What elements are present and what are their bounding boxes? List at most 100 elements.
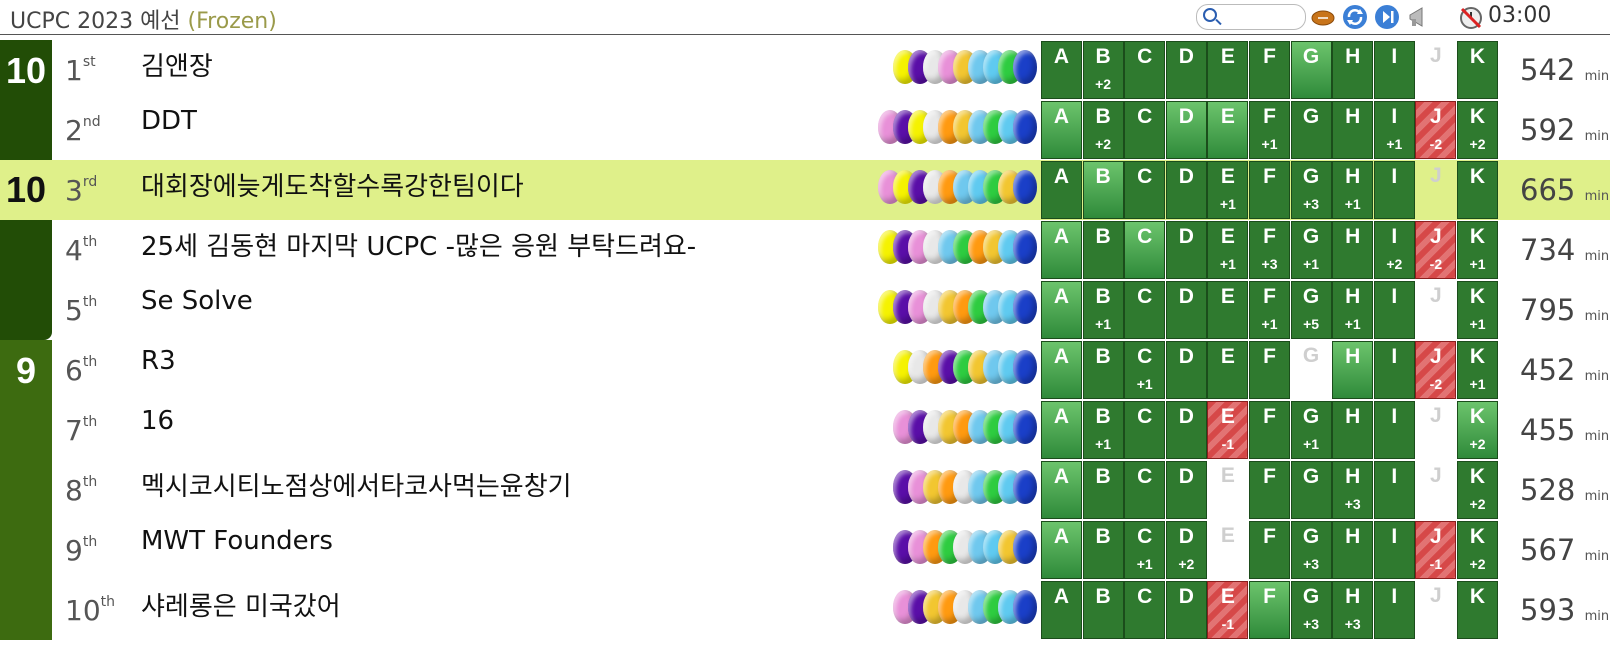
problem-cell[interactable]: H <box>1332 221 1374 279</box>
problem-cell[interactable]: E <box>1207 101 1249 159</box>
problem-cell[interactable]: G +3 <box>1290 161 1332 219</box>
problem-cell[interactable]: D <box>1165 101 1207 159</box>
problem-cell[interactable]: H +1 <box>1332 161 1374 219</box>
problem-cell[interactable]: J <box>1415 41 1456 99</box>
problem-cell[interactable]: E <box>1207 41 1249 99</box>
problem-cell[interactable]: C +1 <box>1124 341 1166 399</box>
problem-cell[interactable]: D <box>1165 341 1207 399</box>
problem-cell[interactable]: G +5 <box>1290 281 1332 339</box>
problem-cell[interactable]: J -1 <box>1415 521 1457 579</box>
problem-cell[interactable]: J -2 <box>1415 341 1457 399</box>
problem-cell[interactable]: F <box>1249 341 1290 399</box>
problem-cell[interactable]: E +1 <box>1207 161 1249 219</box>
problem-cell[interactable]: K +2 <box>1457 521 1498 579</box>
megaphone-icon[interactable] <box>1406 4 1432 30</box>
problem-cell[interactable]: F <box>1249 161 1290 219</box>
problem-cell[interactable]: I <box>1373 161 1415 219</box>
problem-cell[interactable]: K +2 <box>1457 101 1498 159</box>
problem-cell[interactable]: E -1 <box>1207 401 1249 459</box>
team-row[interactable]: 9th MWT Founders A B C +1 D +2 E F G +3 H I J -1 K +2 567 … <box>0 520 1610 580</box>
problem-cell[interactable]: I +2 <box>1373 221 1415 279</box>
problem-cell[interactable]: B +2 <box>1082 41 1124 99</box>
problem-cell[interactable]: B <box>1082 521 1124 579</box>
problem-cell[interactable]: B <box>1082 581 1124 639</box>
problem-cell[interactable]: E +1 <box>1207 221 1249 279</box>
problem-cell[interactable]: B <box>1082 221 1124 279</box>
football-icon[interactable] <box>1310 4 1336 30</box>
problem-cell[interactable]: I <box>1373 581 1415 639</box>
problem-cell[interactable]: G +3 <box>1290 521 1332 579</box>
problem-cell[interactable]: F <box>1249 521 1290 579</box>
problem-cell[interactable]: D +2 <box>1165 521 1207 579</box>
problem-cell[interactable]: I +1 <box>1373 101 1415 159</box>
problem-cell[interactable]: K <box>1457 581 1498 639</box>
problem-cell[interactable]: C <box>1124 101 1166 159</box>
problem-cell[interactable]: H +3 <box>1332 461 1374 519</box>
problem-cell[interactable]: I <box>1373 521 1415 579</box>
problem-cell[interactable]: I <box>1373 41 1415 99</box>
problem-cell[interactable]: A <box>1041 581 1082 639</box>
problem-cell[interactable]: K <box>1457 161 1498 219</box>
refresh-icon[interactable] <box>1342 4 1368 30</box>
problem-cell[interactable]: D <box>1165 41 1207 99</box>
team-row[interactable]: 10th 샤레롱은 미국갔어 A B C D E -1 F G +3 H +3 I J K 593 min. <box>0 580 1610 640</box>
problem-cell[interactable]: E <box>1207 281 1249 339</box>
problem-cell[interactable]: D <box>1165 281 1207 339</box>
problem-cell[interactable]: A <box>1041 41 1082 99</box>
problem-cell[interactable]: F <box>1249 41 1290 99</box>
problem-cell[interactable]: J -2 <box>1415 221 1457 279</box>
problem-cell[interactable]: H <box>1332 341 1374 399</box>
team-row[interactable]: 5th Se Solve A B +1 C D E F +1 G +5 H +1 I J K +1 795 min. <box>0 280 1610 340</box>
problem-cell[interactable]: F <box>1249 581 1290 639</box>
problem-cell[interactable]: H <box>1332 101 1374 159</box>
problem-cell[interactable]: K +2 <box>1457 401 1498 459</box>
problem-cell[interactable]: I <box>1373 281 1415 339</box>
problem-cell[interactable]: D <box>1165 161 1207 219</box>
problem-cell[interactable]: A <box>1041 461 1082 519</box>
problem-cell[interactable]: A <box>1041 221 1082 279</box>
problem-cell[interactable]: G <box>1291 341 1332 399</box>
problem-cell[interactable]: F +3 <box>1249 221 1290 279</box>
problem-cell[interactable]: I <box>1373 461 1415 519</box>
problem-cell[interactable]: E <box>1207 341 1249 399</box>
problem-cell[interactable]: K +1 <box>1457 221 1498 279</box>
problem-cell[interactable]: B +1 <box>1082 401 1124 459</box>
problem-cell[interactable]: F +1 <box>1249 101 1290 159</box>
problem-cell[interactable]: G +3 <box>1290 581 1332 639</box>
problem-cell[interactable]: D <box>1165 221 1207 279</box>
problem-cell[interactable]: B <box>1082 461 1124 519</box>
problem-cell[interactable]: A <box>1041 281 1082 339</box>
problem-cell[interactable]: J <box>1415 461 1456 519</box>
team-row[interactable]: 7th 16 A B +1 C D E -1 F G +1 H I J K +2 455 min. <box>0 400 1610 460</box>
problem-cell[interactable]: I <box>1373 401 1415 459</box>
problem-cell[interactable]: D <box>1165 581 1207 639</box>
problem-cell[interactable]: E <box>1207 461 1248 519</box>
problem-cell[interactable]: G +1 <box>1290 221 1332 279</box>
problem-cell[interactable]: J <box>1415 581 1456 639</box>
problem-cell[interactable]: A <box>1041 101 1082 159</box>
problem-cell[interactable]: C <box>1124 581 1166 639</box>
problem-cell[interactable]: H +3 <box>1332 581 1374 639</box>
problem-cell[interactable]: F <box>1249 401 1290 459</box>
problem-cell[interactable]: C <box>1124 221 1166 279</box>
problem-cell[interactable]: C <box>1124 41 1166 99</box>
team-row[interactable]: 10 3rd 대회장에늦게도착할수록강한팀이다 A B C D E +1 F G +3 H +1 I J K 66… <box>0 160 1610 220</box>
team-row[interactable]: 2nd DDT A B +2 C D E F +1 G H I +1 J -2 K +2 592 min. <box>0 100 1610 160</box>
problem-cell[interactable]: C <box>1124 461 1166 519</box>
problem-cell[interactable]: K +2 <box>1457 461 1498 519</box>
search-input[interactable] <box>1196 4 1306 30</box>
problem-cell[interactable]: G <box>1290 101 1332 159</box>
problem-cell[interactable]: J <box>1415 281 1456 339</box>
problem-cell[interactable]: H +1 <box>1332 281 1374 339</box>
problem-cell[interactable]: G <box>1290 41 1332 99</box>
team-row[interactable]: 1st 김앤장 A B +2 C D E F G H I J K 542 min. <box>0 40 1610 100</box>
problem-cell[interactable]: F +1 <box>1249 281 1290 339</box>
team-row[interactable]: 8th 멕시코시티노점상에서타코사먹는윤창기 A B C D E F G H +3 I J K +2 528 … <box>0 460 1610 520</box>
problem-cell[interactable]: C <box>1124 401 1166 459</box>
problem-cell[interactable]: A <box>1041 341 1082 399</box>
problem-cell[interactable]: C <box>1124 281 1166 339</box>
team-row[interactable]: 4th 25세 김동현 마지막 UCPC -많은 응원 부탁드려요- A B C D E +1… <box>0 220 1610 280</box>
problem-cell[interactable]: B +1 <box>1082 281 1124 339</box>
skip-icon[interactable] <box>1374 4 1400 30</box>
problem-cell[interactable]: D <box>1165 401 1207 459</box>
